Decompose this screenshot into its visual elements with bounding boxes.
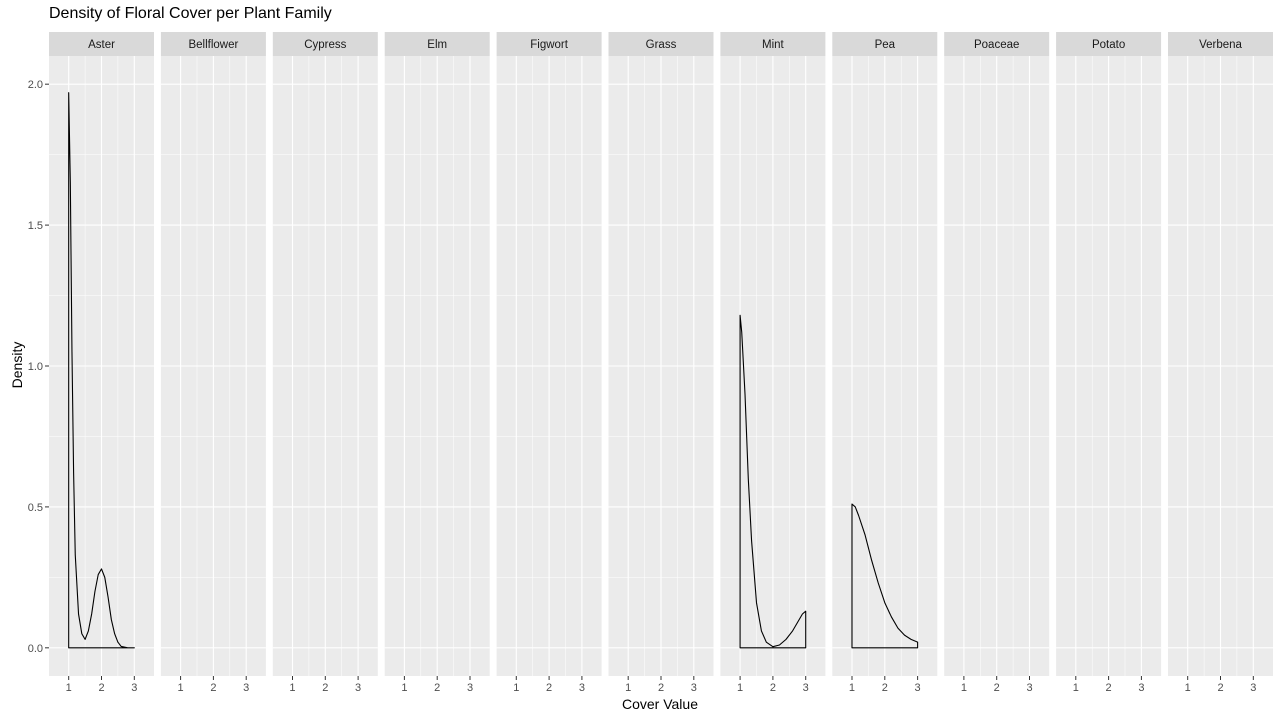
facet-strip-label: Mint	[762, 39, 785, 51]
facet-strip-label: Cypress	[304, 39, 346, 51]
x-tick-label: 1	[289, 682, 295, 694]
x-tick-label: 3	[803, 682, 809, 694]
facet-strip	[1056, 32, 1162, 56]
x-tick-label: 1	[737, 682, 743, 694]
x-tick-label: 2	[770, 682, 776, 694]
x-tick-label: 2	[994, 682, 1000, 694]
x-tick-label: 1	[1185, 682, 1191, 694]
facet-strip	[384, 32, 490, 56]
facet-strip	[1168, 32, 1273, 56]
x-tick-label: 3	[243, 682, 249, 694]
x-tick-label: 2	[882, 682, 888, 694]
facet-strip-label: Elm	[427, 39, 447, 51]
facet-strip-label: Bellflower	[188, 39, 238, 51]
y-tick-label: 0.5	[28, 502, 43, 514]
x-tick-label: 3	[355, 682, 361, 694]
x-tick-label: 1	[1073, 682, 1079, 694]
facet-strip	[160, 32, 266, 56]
x-tick-label: 3	[1250, 682, 1256, 694]
y-tick-label: 0.0	[28, 643, 43, 655]
y-axis-label: Density	[9, 341, 25, 389]
facet-strip	[272, 32, 378, 56]
y-tick-label: 1.5	[28, 220, 43, 232]
density-curve-mint	[739, 314, 807, 649]
x-tick-label: 2	[1217, 682, 1223, 694]
x-tick-label: 1	[178, 682, 184, 694]
chart-title: Density of Floral Cover per Plant Family	[49, 5, 332, 22]
x-tick-label: 2	[322, 682, 328, 694]
x-tick-label: 2	[434, 682, 440, 694]
facet-strip	[496, 32, 602, 56]
x-tick-label: 3	[1026, 682, 1032, 694]
x-tick-label: 3	[467, 682, 473, 694]
x-tick-label: 2	[546, 682, 552, 694]
x-tick-label: 1	[66, 682, 72, 694]
x-tick-label: 1	[513, 682, 519, 694]
facet-strip	[49, 32, 154, 56]
density-curve-pea	[851, 503, 919, 649]
x-tick-label: 2	[1106, 682, 1112, 694]
facet-strip	[608, 32, 714, 56]
x-tick-label: 1	[401, 682, 407, 694]
facet-strip-label: Figwort	[530, 39, 569, 51]
x-tick-label: 3	[1138, 682, 1144, 694]
facet-strip-label: Verbena	[1199, 39, 1242, 51]
facet-strip-label: Grass	[646, 39, 677, 51]
x-tick-label: 2	[210, 682, 216, 694]
x-tick-label: 2	[98, 682, 104, 694]
x-tick-label: 1	[961, 682, 967, 694]
facet-strip-label: Pea	[875, 39, 896, 51]
facet-strip	[832, 32, 938, 56]
x-tick-label: 1	[849, 682, 855, 694]
x-axis-label: Cover Value	[621, 696, 698, 712]
x-tick-label: 3	[691, 682, 697, 694]
facet-strip	[944, 32, 1050, 56]
facet-strip-label: Poaceae	[974, 39, 1019, 51]
facet-strip-label: Potato	[1092, 39, 1125, 51]
x-tick-label: 3	[579, 682, 585, 694]
x-tick-label: 2	[658, 682, 664, 694]
x-tick-label: 3	[915, 682, 921, 694]
x-tick-label: 1	[625, 682, 631, 694]
facet-strip	[720, 32, 826, 56]
y-tick-label: 2.0	[28, 79, 43, 91]
y-tick-label: 1.0	[28, 361, 43, 373]
density-curve-aster	[68, 92, 135, 649]
x-tick-label: 3	[131, 682, 137, 694]
facet-strip-label: Aster	[88, 39, 115, 51]
